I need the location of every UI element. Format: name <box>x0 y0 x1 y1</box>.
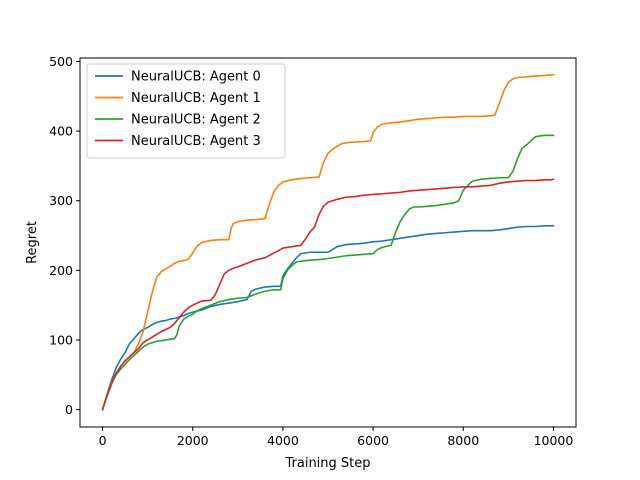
x-tick-label: 0 <box>99 433 107 448</box>
y-tick-label: 0 <box>65 402 73 417</box>
y-tick-label: 100 <box>49 332 73 347</box>
x-tick-label: 2000 <box>177 433 209 448</box>
x-tick-label: 6000 <box>357 433 389 448</box>
x-tick-label: 4000 <box>267 433 299 448</box>
series-line-agent-0 <box>101 224 555 411</box>
legend: NeuralUCB: Agent 0 NeuralUCB: Agent 1 Neur… <box>86 63 286 159</box>
legend-label-agent-3: NeuralUCB: Agent 3 <box>131 134 261 149</box>
series-layer <box>101 73 555 411</box>
y-tick-label: 400 <box>49 124 73 139</box>
axes-frame <box>79 57 577 428</box>
y-tick-label: 200 <box>49 263 73 278</box>
y-axis-ticks: 0 100 200 300 400 500 <box>49 54 80 417</box>
x-axis-ticks: 0 2000 4000 6000 8000 10000 <box>99 427 574 448</box>
series-line-agent-3 <box>101 178 555 411</box>
y-tick-label: 300 <box>49 193 73 208</box>
x-axis-label: Training Step <box>284 456 370 471</box>
series-line-agent-1 <box>101 73 555 411</box>
legend-label-agent-1: NeuralUCB: Agent 1 <box>131 91 261 106</box>
y-tick-label: 500 <box>49 54 73 69</box>
x-tick-label: 8000 <box>447 433 479 448</box>
legend-label-agent-2: NeuralUCB: Agent 2 <box>131 113 261 128</box>
x-tick-label: 10000 <box>534 433 574 448</box>
series-line-agent-2 <box>101 134 555 411</box>
legend-label-agent-0: NeuralUCB: Agent 0 <box>131 70 261 85</box>
y-axis-label: Regret <box>25 221 40 264</box>
legend-box <box>86 63 286 159</box>
